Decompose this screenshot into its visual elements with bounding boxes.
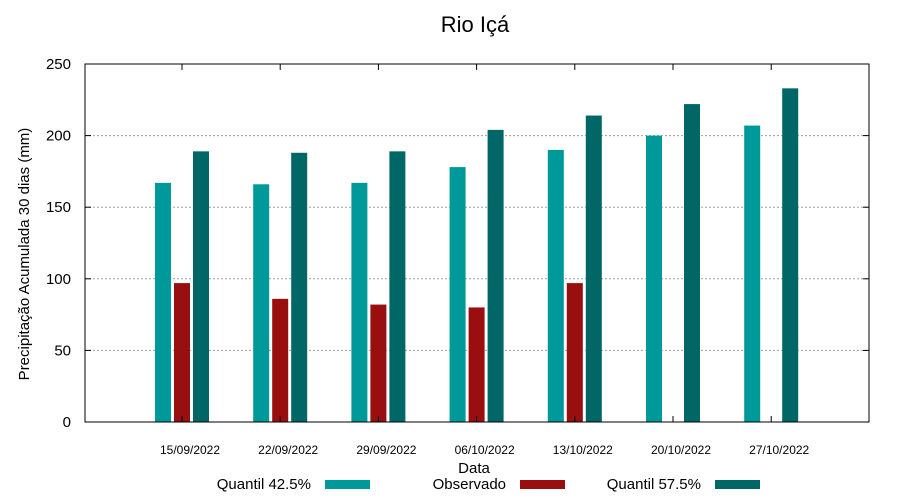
bars — [155, 88, 799, 423]
legend-swatch — [715, 480, 760, 489]
bar — [684, 104, 700, 422]
y-tick-label: 150 — [46, 199, 71, 216]
bar — [351, 182, 368, 422]
bar — [566, 283, 583, 422]
bar — [744, 125, 761, 423]
bar — [487, 129, 504, 422]
y-tick-label: 100 — [46, 271, 71, 288]
y-tick-label: 0 — [63, 414, 71, 431]
bar — [585, 115, 602, 422]
chart-title: Rio Içá — [441, 12, 510, 37]
bar — [782, 88, 799, 423]
bar — [646, 135, 662, 422]
x-tick-label: 22/09/2022 — [258, 443, 318, 457]
x-tick-label: 29/09/2022 — [356, 443, 416, 457]
bar — [389, 151, 406, 423]
x-tick-label: 06/10/2022 — [455, 443, 515, 457]
bar — [449, 167, 466, 422]
bar — [253, 184, 270, 422]
bar — [193, 151, 209, 423]
bar — [174, 283, 190, 422]
legend-label: Quantil 57.5% — [607, 476, 701, 493]
bar — [370, 304, 387, 422]
legend-label: Observado — [433, 476, 506, 493]
x-tick-label: 13/10/2022 — [553, 443, 613, 457]
bar — [155, 182, 171, 422]
x-tick-label: 27/10/2022 — [749, 443, 809, 457]
axis-ticks: 0 50 100 150 200 250 15/09/2022 22/09/2022 29/09… — [46, 56, 869, 457]
bar — [468, 307, 485, 422]
y-tick-label: 250 — [46, 56, 71, 73]
legend: Quantil 42.5% Observado Quantil 57.5% — [217, 476, 760, 493]
y-tick-label: 200 — [46, 128, 71, 145]
bar — [272, 298, 289, 422]
x-tick-label: 20/10/2022 — [651, 443, 711, 457]
bar — [547, 149, 564, 423]
x-axis-label: Data — [458, 460, 490, 477]
x-tick-label: 15/09/2022 — [160, 443, 220, 457]
y-axis-label: Precipitação Acumulada 30 dias (mm) — [16, 128, 33, 381]
legend-swatch — [325, 480, 370, 489]
y-tick-label: 50 — [54, 342, 71, 359]
legend-swatch — [520, 480, 565, 489]
legend-label: Quantil 42.5% — [217, 476, 311, 493]
bar — [291, 152, 308, 422]
